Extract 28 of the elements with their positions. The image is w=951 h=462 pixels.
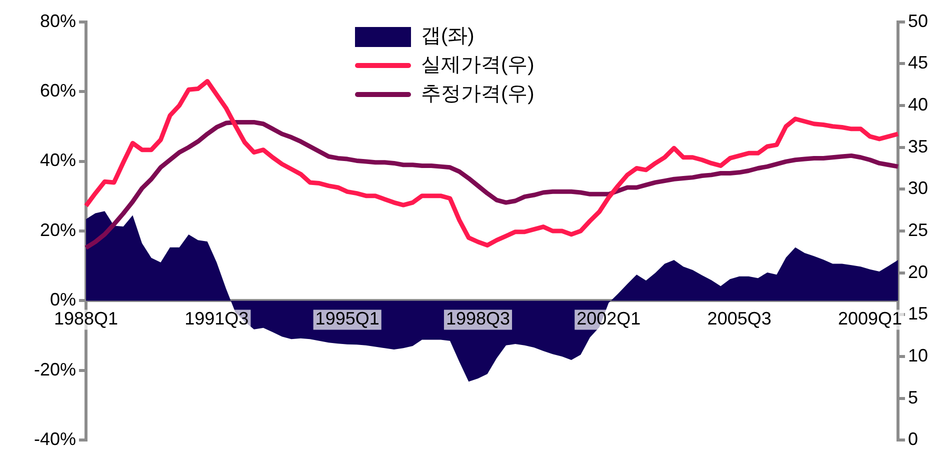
x-tick-label: 1991Q3 (184, 308, 249, 329)
y-tick-label: 80% (40, 10, 76, 31)
y2-tick-label: 30 (908, 178, 928, 198)
y2-tick-label: 5 (908, 387, 918, 408)
x-tick-label: 1988Q1 (54, 308, 118, 329)
y-tick-label: 0% (50, 290, 76, 310)
x-tick-label: 2002Q1 (576, 308, 641, 329)
y-tick-label: 40% (40, 150, 76, 170)
y2-tick-label: 35 (908, 136, 928, 156)
x-tick-label: 2005Q3 (707, 308, 772, 329)
y-tick-label: 20% (40, 220, 76, 240)
y2-tick-label: 15 (908, 304, 928, 324)
y2-tick-label: 20 (908, 262, 928, 282)
x-tick-label: 1998Q3 (446, 308, 510, 329)
legend-label: 추정가격(우) (421, 82, 534, 107)
y-tick-label: 60% (40, 80, 76, 100)
x-tick-label: 1995Q1 (315, 308, 380, 329)
y-tick-label: -40% (34, 429, 76, 450)
y2-tick-label: 50 (908, 10, 928, 31)
legend-label: 실제가격(우) (421, 53, 534, 78)
y2-tick-label: 25 (908, 220, 928, 240)
y2-tick-label: 45 (908, 52, 928, 73)
y2-tick-label: 10 (908, 345, 928, 366)
y2-tick-label: 40 (908, 94, 928, 114)
legend-label: 갭(좌) (421, 24, 474, 49)
x-tick-label: 2009Q1 (838, 308, 902, 329)
y2-tick-label: 0 (908, 429, 918, 450)
y-tick-label: -20% (34, 359, 76, 380)
